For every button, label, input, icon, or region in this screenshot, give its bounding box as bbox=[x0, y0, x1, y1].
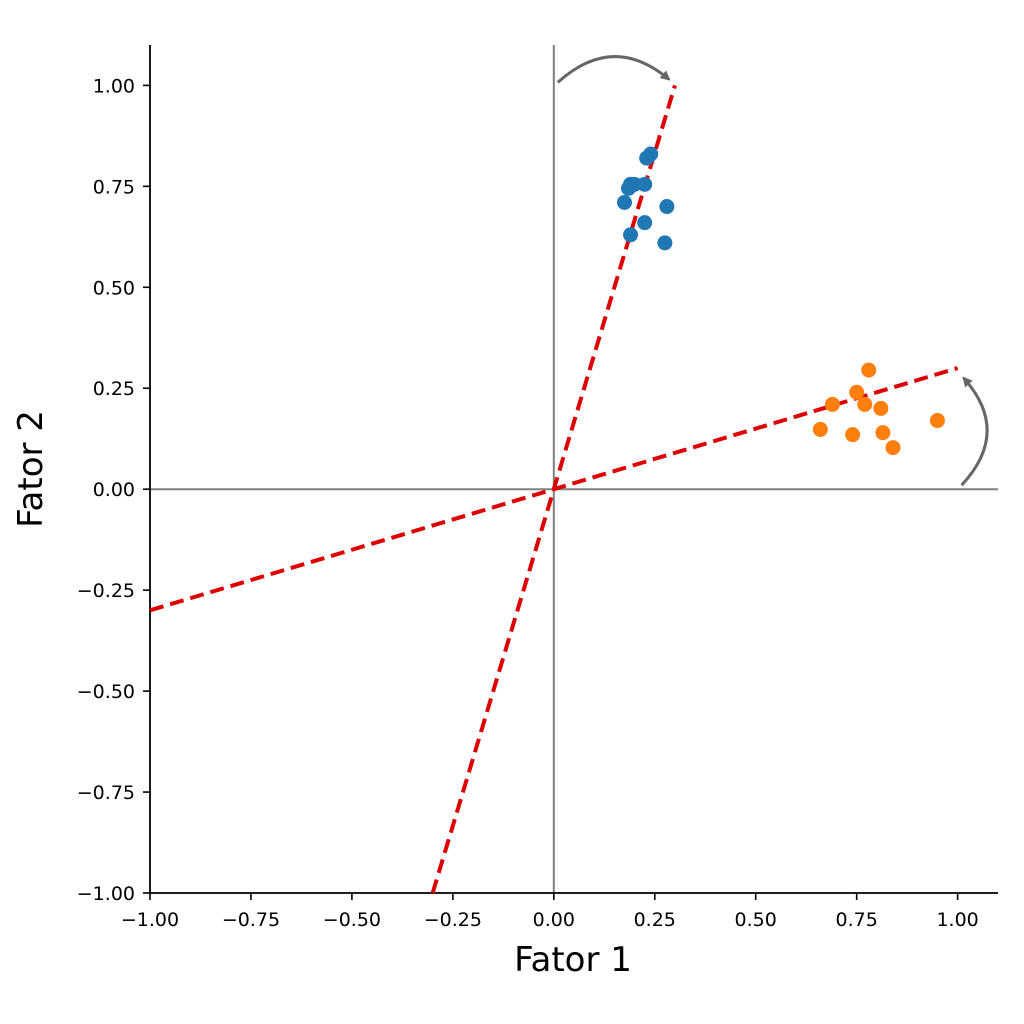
factor1-loading-point bbox=[861, 362, 877, 378]
y-tick-label: 1.00 bbox=[93, 75, 135, 97]
axes bbox=[143, 45, 998, 900]
factor1-loading-point bbox=[824, 396, 840, 412]
rotation-arrow bbox=[960, 376, 989, 487]
factor2-loading-point bbox=[623, 227, 639, 243]
y-tick-label: 0.25 bbox=[93, 378, 135, 400]
x-tick-label: −0.50 bbox=[323, 909, 381, 931]
x-tick-label: 1.00 bbox=[936, 909, 978, 931]
factor1-loading-point bbox=[849, 384, 865, 400]
factor2-loading-point bbox=[637, 176, 653, 192]
x-tick-label: 0.00 bbox=[533, 909, 575, 931]
x-tick-label: 0.75 bbox=[836, 909, 878, 931]
x-tick-label: −1.00 bbox=[121, 909, 179, 931]
tick-labels: −1.00 −0.75 −0.50 −0.25 0.00 0.25 0.50 0.75 1.00… bbox=[77, 75, 979, 931]
factor2-loading-point bbox=[637, 215, 653, 231]
factor2-loading-point bbox=[639, 150, 655, 166]
y-tick-label: −1.00 bbox=[77, 883, 135, 905]
x-tick-label: 0.25 bbox=[634, 909, 676, 931]
factor2-loading-point bbox=[621, 180, 637, 196]
rotated-axes bbox=[149, 84, 959, 894]
y-tick-label: 0.00 bbox=[93, 479, 135, 501]
factor1-loading-point bbox=[875, 425, 891, 441]
y-tick-label: −0.75 bbox=[77, 782, 135, 804]
reference-lines bbox=[150, 45, 998, 893]
factor2-loading-point bbox=[657, 235, 673, 251]
y-tick-label: −0.25 bbox=[77, 580, 135, 602]
factor1-loading-point bbox=[873, 400, 889, 416]
y-tick-label: 0.50 bbox=[93, 277, 135, 299]
x-axis-title: Fator 1 bbox=[514, 940, 632, 980]
factor1-loading-point bbox=[812, 421, 828, 437]
rotation-arrows bbox=[556, 55, 989, 487]
y-tick-label: 0.75 bbox=[93, 176, 135, 198]
x-tick-label: −0.25 bbox=[424, 909, 482, 931]
data-points bbox=[616, 146, 945, 456]
factor1-loading-point bbox=[885, 440, 901, 456]
factor1-loading-point bbox=[845, 427, 861, 443]
factor1-loading-point bbox=[857, 396, 873, 412]
factor1-loading-point bbox=[929, 413, 945, 429]
x-tick-label: −0.75 bbox=[222, 909, 280, 931]
y-axis-title: Fator 2 bbox=[11, 410, 51, 528]
x-tick-label: 0.50 bbox=[735, 909, 777, 931]
y-tick-label: −0.50 bbox=[77, 681, 135, 703]
factor2-loading-point bbox=[616, 194, 632, 210]
factor2-loading-point bbox=[659, 199, 675, 215]
rotated-axis-line bbox=[149, 366, 959, 613]
rotation-arrow bbox=[556, 55, 671, 84]
